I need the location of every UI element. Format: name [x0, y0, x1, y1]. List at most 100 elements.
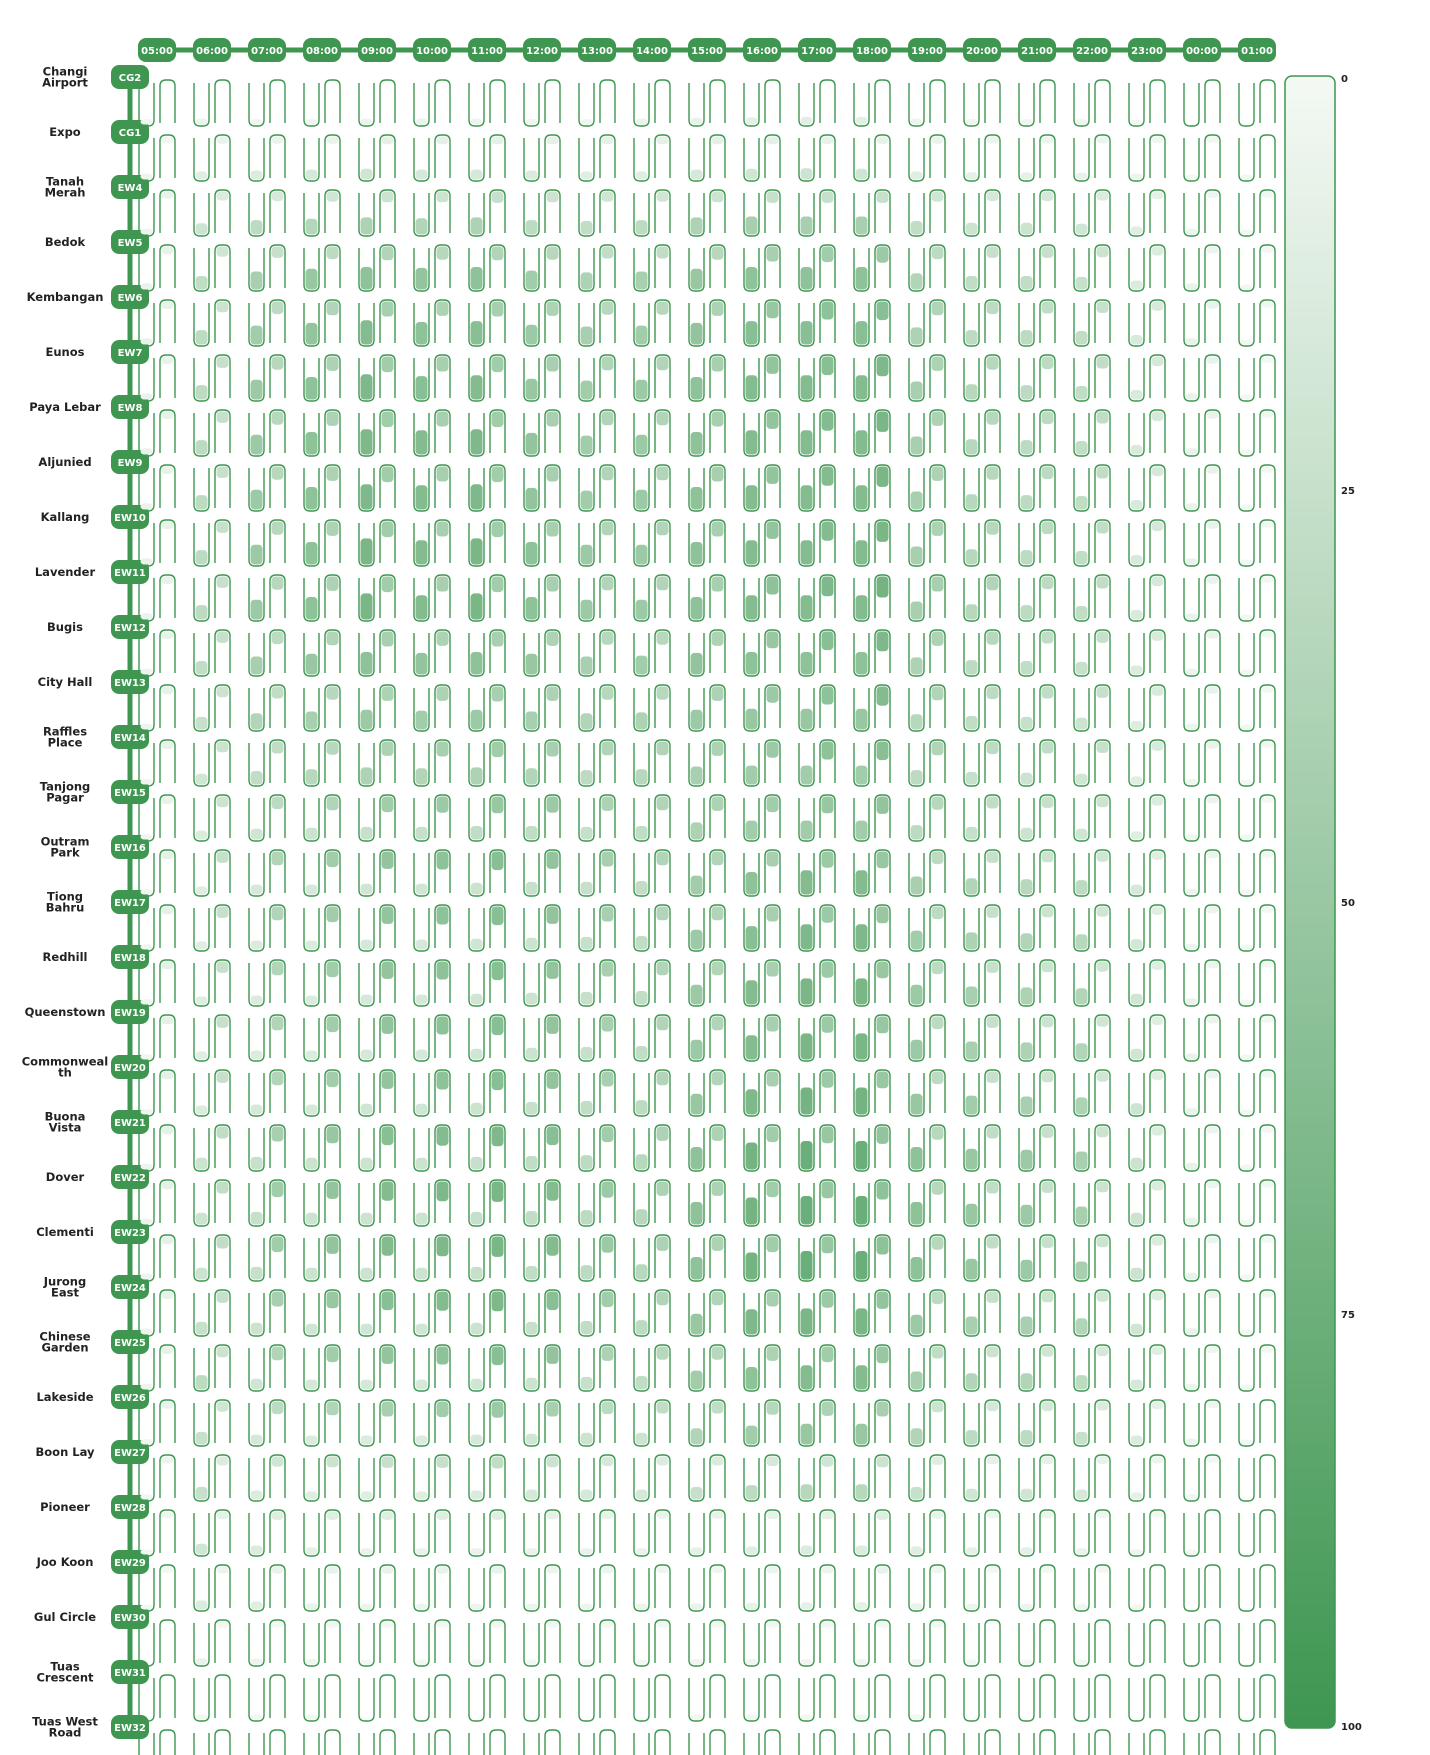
eastbound-fill	[1261, 191, 1274, 198]
eastbound-cell	[709, 1344, 726, 1388]
westbound-cell	[1238, 1623, 1255, 1667]
westbound-cell	[138, 578, 155, 622]
westbound-cell	[358, 688, 375, 732]
eastbound-fill	[601, 631, 614, 645]
eastbound-cell	[874, 1729, 891, 1755]
eastbound-fill	[491, 1291, 504, 1312]
eastbound-fill	[1261, 796, 1274, 803]
eastbound-cell	[269, 1509, 286, 1553]
eastbound-fill	[216, 356, 229, 368]
eastbound-cell	[929, 684, 946, 728]
eastbound-fill	[1206, 136, 1219, 143]
eastbound-fill	[271, 411, 284, 425]
westbound-fill	[250, 1490, 263, 1500]
westbound-fill	[855, 1545, 868, 1555]
westbound-fill	[1020, 879, 1033, 895]
eastbound-fill	[326, 1456, 339, 1468]
westbound-cell	[1238, 1073, 1255, 1117]
eastbound-cell	[489, 299, 506, 343]
eastbound-fill	[1151, 1236, 1164, 1246]
eastbound-cell	[654, 1564, 671, 1608]
westbound-fill	[525, 992, 538, 1005]
eastbound-cell	[1259, 629, 1276, 673]
westbound-cell	[523, 1513, 540, 1557]
westbound-cell	[1128, 688, 1145, 732]
station-code: EW23	[114, 1228, 146, 1239]
westbound-cell	[193, 633, 210, 677]
eastbound-fill	[601, 961, 614, 977]
eastbound-cell	[819, 519, 836, 563]
eastbound-fill	[491, 1346, 504, 1366]
eastbound-cell	[269, 574, 286, 618]
eastbound-cell	[159, 1729, 176, 1755]
westbound-cell	[413, 248, 430, 292]
westbound-cell	[578, 1073, 595, 1117]
westbound-cell	[1238, 358, 1255, 402]
eastbound-cell	[1259, 1124, 1276, 1168]
westbound-cell	[798, 1513, 815, 1557]
westbound-cell	[1018, 1238, 1035, 1282]
eastbound-fill	[436, 1566, 449, 1574]
westbound-cell	[798, 413, 815, 457]
eastbound-fill	[986, 741, 999, 755]
eastbound-cell	[489, 904, 506, 948]
eastbound-cell	[489, 1674, 506, 1718]
eastbound-fill	[381, 851, 394, 869]
westbound-fill	[305, 711, 318, 730]
westbound-cell	[633, 1128, 650, 1172]
hour-label: 16:00	[746, 46, 778, 57]
eastbound-cell	[599, 1729, 616, 1755]
eastbound-fill	[326, 356, 339, 371]
eastbound-fill	[931, 1126, 944, 1140]
westbound-fill	[580, 272, 593, 290]
westbound-cell	[248, 688, 265, 732]
westbound-cell	[908, 83, 925, 127]
eastbound-fill	[1151, 1016, 1164, 1025]
eastbound-cell	[1094, 1509, 1111, 1553]
westbound-cell	[248, 193, 265, 237]
eastbound-cell	[159, 959, 176, 1003]
eastbound-cell	[1259, 1509, 1276, 1553]
eastbound-fill	[711, 1016, 724, 1031]
westbound-cell	[1238, 1238, 1255, 1282]
eastbound-cell	[819, 1069, 836, 1113]
westbound-cell	[523, 688, 540, 732]
hour-label: 18:00	[856, 46, 888, 57]
westbound-fill	[965, 1316, 978, 1335]
eastbound-cell	[819, 1014, 836, 1058]
westbound-cell	[248, 303, 265, 347]
westbound-fill	[360, 217, 373, 235]
westbound-fill	[690, 1202, 703, 1225]
westbound-cell	[908, 1513, 925, 1557]
westbound-cell	[1128, 743, 1145, 787]
hour-pill	[358, 38, 396, 62]
westbound-fill	[1130, 993, 1143, 1005]
westbound-cell	[798, 578, 815, 622]
eastbound-cell	[1149, 519, 1166, 563]
westbound-fill	[745, 1714, 758, 1720]
eastbound-fill	[1151, 246, 1164, 256]
station-code: EW31	[114, 1668, 146, 1679]
eastbound-cell	[1094, 189, 1111, 233]
station-label: Boon Lay	[36, 1445, 95, 1459]
eastbound-cell	[544, 1014, 561, 1058]
eastbound-cell	[709, 1729, 726, 1755]
eastbound-cell	[984, 794, 1001, 838]
eastbound-cell	[599, 1344, 616, 1388]
westbound-cell	[193, 1348, 210, 1392]
westbound-cell	[1018, 633, 1035, 677]
eastbound-cell	[599, 1014, 616, 1058]
westbound-fill	[745, 765, 758, 785]
westbound-cell	[1128, 1623, 1145, 1667]
westbound-cell	[413, 1403, 430, 1447]
eastbound-fill	[766, 686, 779, 703]
eastbound-cell	[544, 959, 561, 1003]
westbound-fill	[910, 1486, 923, 1500]
westbound-fill	[1020, 605, 1033, 620]
eastbound-cell	[929, 354, 946, 398]
westbound-fill	[1130, 1435, 1143, 1445]
westbound-cell	[358, 1128, 375, 1172]
station-label: Buona	[45, 1110, 86, 1124]
westbound-fill	[965, 1373, 978, 1390]
westbound-cell	[248, 83, 265, 127]
